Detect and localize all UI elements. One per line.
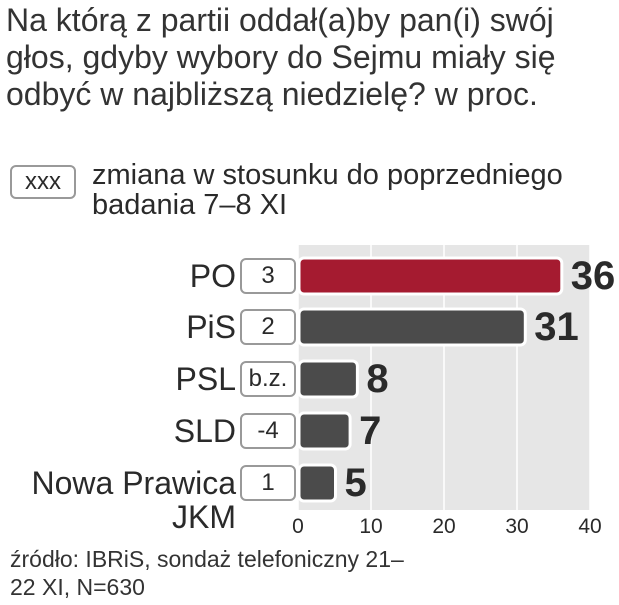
- value-label: 36: [570, 254, 616, 298]
- bar: [297, 411, 352, 451]
- change-label: b.z.: [240, 361, 296, 397]
- category-label: PiS: [186, 309, 236, 345]
- title: Na którą z partii oddał(a)by pan(i) swój…: [6, 2, 556, 112]
- value-label: 8: [366, 357, 389, 401]
- value-label: 7: [359, 409, 382, 453]
- category-label: Nowa Prawica JKM: [31, 465, 236, 535]
- x-tick-label: 40: [578, 515, 602, 538]
- x-tick-label: 30: [505, 515, 529, 538]
- change-label: 2: [240, 309, 296, 345]
- bar: [297, 359, 359, 399]
- x-tick-label: 0: [292, 515, 304, 538]
- legend-marker: xxx: [10, 165, 76, 199]
- change-label: 1: [240, 465, 296, 501]
- bar: [297, 256, 564, 296]
- value-label: 31: [534, 305, 579, 349]
- x-tick-label: 20: [432, 515, 456, 538]
- change-label: -4: [240, 413, 296, 449]
- value-label: 5: [344, 461, 367, 505]
- bar: [297, 307, 527, 347]
- category-label: PO: [189, 258, 236, 294]
- change-label: 3: [240, 258, 296, 294]
- legend-text: zmiana w stosunku do poprzedniego badani…: [92, 159, 563, 221]
- bar: [297, 463, 337, 503]
- category-label: PSL: [175, 361, 236, 397]
- x-tick-label: 10: [359, 515, 383, 538]
- category-label: SLD: [173, 413, 236, 449]
- source: źródło: IBRiS, sondaż telefoniczny 21–22…: [10, 546, 404, 600]
